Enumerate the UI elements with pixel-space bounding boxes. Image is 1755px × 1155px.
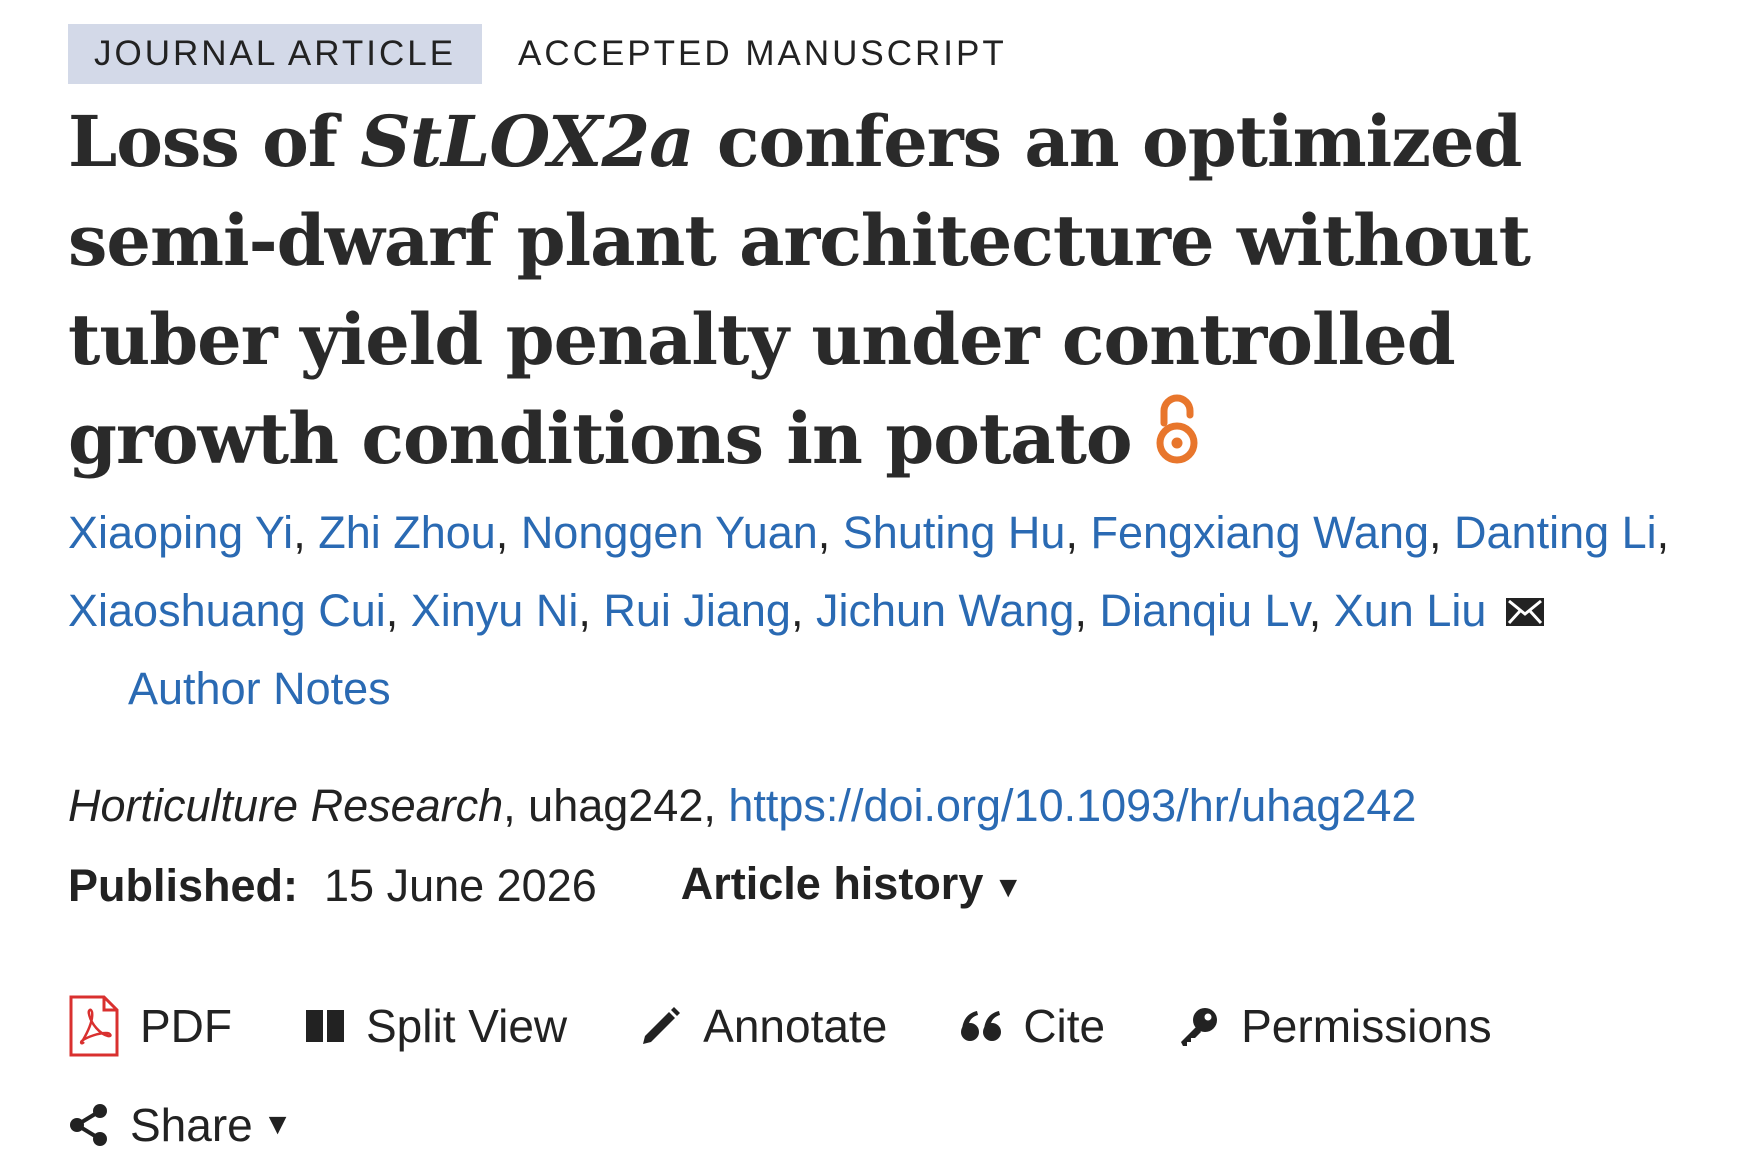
author-list: Xiaoping Yi, Zhi Zhou, Nonggen Yuan, Shu…: [68, 507, 1670, 636]
annotate-button[interactable]: Annotate: [639, 999, 887, 1053]
share-label: Share: [130, 1099, 253, 1151]
mail-icon[interactable]: [1504, 596, 1546, 628]
article-id: , uhag242,: [503, 780, 729, 831]
split-view-label: Split View: [366, 1000, 568, 1052]
share-button[interactable]: Share ▼: [68, 1098, 292, 1152]
caret-down-icon: ▼: [993, 871, 1024, 904]
title-part-1: Loss of: [68, 100, 361, 183]
cite-button[interactable]: Cite: [959, 999, 1105, 1053]
title-gene-name: StLOX2a: [360, 100, 694, 183]
author-link[interactable]: Rui Jiang: [603, 585, 791, 636]
split-view-icon: [306, 1010, 344, 1042]
permissions-button[interactable]: Permissions: [1177, 999, 1492, 1053]
key-icon: [1181, 1008, 1218, 1046]
article-tags: JOURNAL ARTICLE ACCEPTED MANUSCRIPT: [68, 24, 1728, 84]
pdf-label: PDF: [140, 1000, 232, 1052]
author-link[interactable]: Zhi Zhou: [318, 507, 496, 558]
author-link[interactable]: Xiaoping Yi: [68, 507, 294, 558]
article-toolbar: PDF Split View Annotate Cite: [68, 994, 1728, 1058]
author-link[interactable]: Danting Li: [1454, 507, 1657, 558]
author-link[interactable]: Xiaoshuang Cui: [68, 585, 386, 636]
manuscript-status: ACCEPTED MANUSCRIPT: [518, 34, 1007, 73]
permissions-label: Permissions: [1241, 1000, 1492, 1052]
split-view-button[interactable]: Split View: [304, 999, 567, 1053]
title-part-2: confers an optimized semi-dwarf plant ar…: [68, 100, 1531, 480]
author-link[interactable]: Nonggen Yuan: [520, 507, 818, 558]
annotate-label: Annotate: [703, 1000, 888, 1052]
citation-line: Horticulture Research, uhag242, https://…: [68, 776, 1728, 836]
pdf-icon: [69, 995, 119, 1057]
author-link[interactable]: Shuting Hu: [842, 507, 1066, 558]
caret-down-icon: ▼: [262, 1108, 293, 1141]
article-history-label: Article history: [680, 858, 984, 909]
journal-name: Horticulture Research: [68, 780, 504, 831]
published-label: Published:: [68, 860, 299, 911]
publication-info: Published: 15 June 2026 Article history ▼: [68, 854, 1728, 918]
author-notes-link[interactable]: Author Notes: [128, 663, 391, 714]
doi-link[interactable]: https://doi.org/10.1093/hr/uhag242: [728, 780, 1417, 831]
author-link[interactable]: Xun Liu: [1333, 585, 1487, 636]
share-row: Share ▼: [68, 1098, 1728, 1152]
cite-label: Cite: [1023, 1000, 1106, 1052]
published-date: 15 June 2026: [324, 860, 597, 911]
pencil-icon: [643, 1007, 681, 1044]
article-type-badge: JOURNAL ARTICLE: [68, 24, 483, 84]
article-history-toggle[interactable]: Article history ▼: [681, 854, 1023, 918]
author-link[interactable]: Dianqiu Lv: [1099, 585, 1309, 636]
quote-icon: [961, 1011, 1002, 1041]
article-title: Loss of StLOX2a confers an optimized sem…: [68, 92, 1728, 488]
author-link[interactable]: Xinyu Ni: [410, 585, 579, 636]
author-link[interactable]: Fengxiang Wang: [1090, 507, 1430, 558]
share-icon: [70, 1104, 107, 1146]
article-header: JOURNAL ARTICLE ACCEPTED MANUSCRIPT Loss…: [68, 24, 1728, 1152]
open-access-icon: [1156, 394, 1198, 464]
pdf-button[interactable]: PDF: [68, 994, 232, 1058]
author-link[interactable]: Jichun Wang: [815, 585, 1075, 636]
